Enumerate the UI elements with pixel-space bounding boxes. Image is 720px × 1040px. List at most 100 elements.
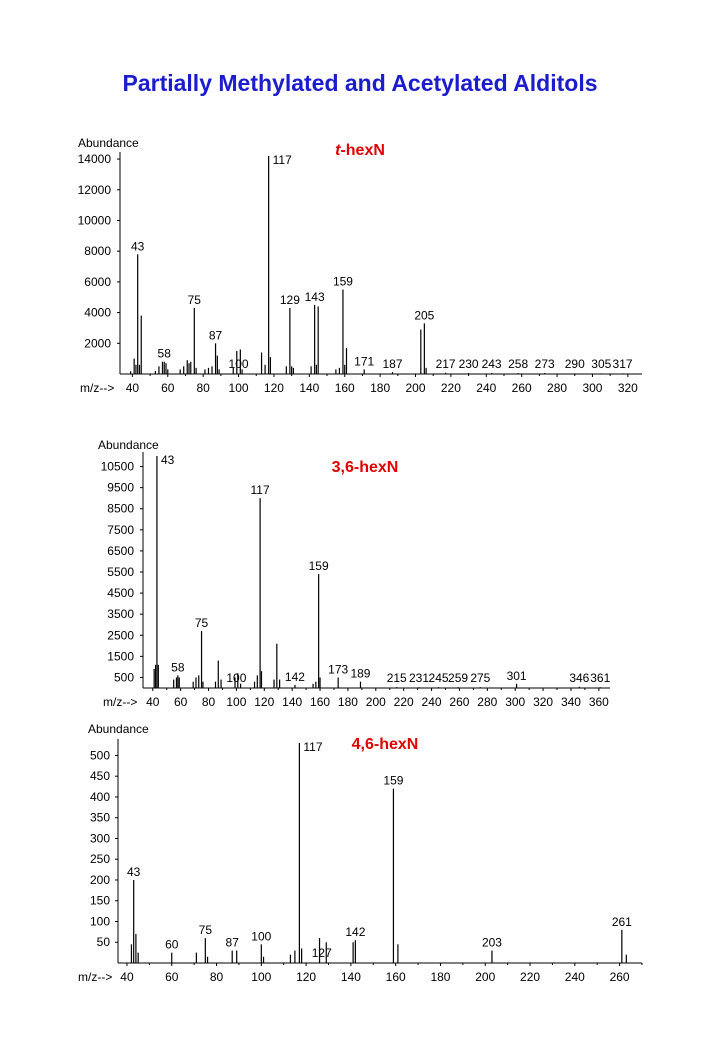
y-tick-label: 50 [97, 935, 111, 949]
y-tick-label: 2500 [107, 628, 134, 642]
spectrum-title: t-hexN [335, 142, 385, 159]
y-tick-label: 10500 [101, 460, 135, 474]
peak-label: 189 [350, 667, 370, 681]
x-tick-label: 100 [226, 695, 246, 709]
y-axis-label: Abundance [98, 438, 159, 452]
peak-label: 117 [303, 740, 322, 754]
peak-label: 43 [161, 453, 175, 467]
peak-label: 275 [470, 671, 490, 685]
x-tick-label: 120 [296, 970, 316, 984]
x-tick-label: 140 [282, 695, 302, 709]
x-tick-label: 160 [310, 695, 330, 709]
peak-label: 171 [354, 354, 374, 368]
peak-label: 215 [387, 671, 407, 685]
y-tick-label: 8000 [84, 244, 111, 258]
x-tick-label: 300 [505, 695, 525, 709]
x-tick-label: 60 [161, 381, 175, 395]
x-tick-label: 240 [422, 695, 442, 709]
y-tick-label: 10000 [78, 213, 112, 227]
peak-label: 346 [569, 671, 589, 685]
peak-label: 230 [459, 357, 479, 371]
peak-label: 127 [312, 946, 332, 960]
peak-label: 117 [251, 483, 270, 497]
peak-label: 173 [328, 662, 348, 676]
peak-label: 305 [591, 357, 611, 371]
y-tick-label: 150 [90, 894, 110, 908]
y-tick-label: 100 [90, 914, 110, 928]
x-tick-label: 80 [210, 970, 224, 984]
peak-label: 43 [127, 865, 141, 879]
peak-label: 261 [612, 915, 632, 929]
x-tick-label: 60 [165, 970, 179, 984]
x-tick-label: 140 [299, 381, 319, 395]
x-tick-label: 320 [618, 381, 638, 395]
y-tick-label: 9500 [107, 481, 134, 495]
x-tick-label: 180 [370, 381, 390, 395]
y-tick-label: 250 [90, 852, 110, 866]
peak-label: 187 [382, 357, 402, 371]
peak-label: 142 [345, 925, 365, 939]
peak-label: 217 [436, 357, 456, 371]
y-axis-label: Abundance [78, 136, 139, 150]
spectrum-title-main: -hexN [340, 142, 384, 159]
y-tick-label: 8500 [107, 502, 134, 516]
x-tick-label: 100 [251, 970, 271, 984]
x-tick-label: 80 [202, 695, 216, 709]
peak-label: 143 [305, 290, 325, 304]
peak-label: 75 [199, 923, 213, 937]
peak-label: 75 [188, 293, 202, 307]
x-tick-label: 40 [146, 695, 160, 709]
peak-label: 258 [508, 357, 528, 371]
peak-label: 75 [195, 616, 209, 630]
spectrum-3-6-hexn: Abundance 3,6-hexN 500 1500 2500 3500 4500 5500… [98, 438, 611, 709]
x-tick-label: 80 [196, 381, 210, 395]
peak-label: 317 [613, 357, 633, 371]
peak-label: 58 [171, 660, 185, 674]
peak-label: 117 [273, 153, 292, 167]
x-tick-label: 200 [405, 381, 425, 395]
x-axis-label: m/z--> [80, 381, 114, 395]
x-tick-label: 120 [254, 695, 274, 709]
peak-label: 60 [165, 938, 179, 952]
x-tick-label: 240 [565, 970, 585, 984]
y-tick-label: 7500 [107, 523, 134, 537]
peak-label: 205 [414, 308, 434, 322]
x-tick-label: 40 [126, 381, 140, 395]
peak-label: 159 [383, 774, 403, 788]
x-axis-label: m/z--> [103, 695, 137, 709]
y-tick-label: 12000 [78, 183, 112, 197]
spectrum-title: 3,6-hexN [332, 459, 399, 476]
y-tick-label: 500 [90, 748, 110, 762]
x-tick-label: 280 [477, 695, 497, 709]
spectrum-title-main: 3,6-hexN [332, 459, 399, 476]
x-tick-label: 320 [533, 695, 553, 709]
peak-label: 361 [590, 671, 610, 685]
peak-label: 301 [507, 669, 527, 683]
x-tick-label: 160 [386, 970, 406, 984]
peak-label: 243 [482, 357, 502, 371]
y-axis-label: Abundance [88, 722, 149, 736]
spectrum-4-6-hexn: Abundance 4,6-hexN 50 100 150 200 250 300 350 400… [78, 722, 643, 984]
x-tick-label: 120 [264, 381, 284, 395]
y-tick-label: 200 [90, 873, 110, 887]
y-tick-label: 3500 [107, 607, 134, 621]
x-tick-label: 40 [120, 970, 134, 984]
y-tick-label: 14000 [78, 152, 112, 166]
x-tick-label: 260 [610, 970, 630, 984]
x-tick-label: 140 [341, 970, 361, 984]
x-tick-label: 240 [476, 381, 496, 395]
peak-label: 290 [565, 357, 585, 371]
y-tick-label: 2000 [84, 336, 111, 350]
x-axis-label: m/z--> [78, 970, 112, 984]
peak-label: 87 [209, 328, 223, 342]
spectrum-t-hexn: Abundance t-hexN 2000 4000 6000 8000 10000 1200… [78, 136, 642, 395]
peak-label: 87 [226, 936, 240, 950]
x-tick-label: 280 [547, 381, 567, 395]
y-tick-label: 450 [90, 769, 110, 783]
peak-label: 231 [409, 671, 429, 685]
x-tick-label: 60 [174, 695, 188, 709]
x-tick-label: 180 [430, 970, 450, 984]
peak-label: 159 [309, 559, 329, 573]
y-tick-label: 4000 [84, 306, 111, 320]
page-title: Partially Methylated and Acetylated Aldi… [122, 70, 598, 96]
